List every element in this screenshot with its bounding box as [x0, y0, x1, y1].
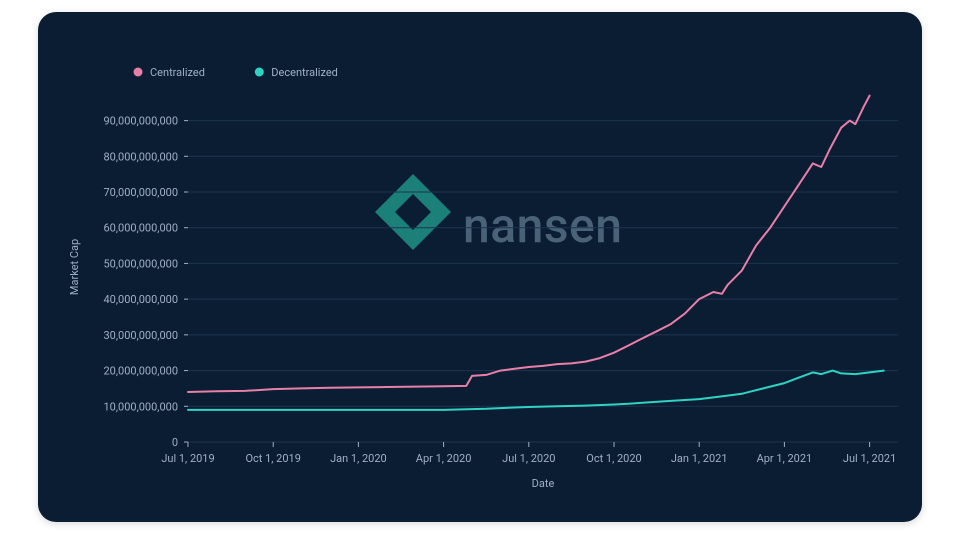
y-tick-label: 80,000,000,000	[104, 150, 179, 163]
legend-marker-icon	[255, 68, 264, 77]
y-tick-label: 40,000,000,000	[104, 293, 179, 306]
legend-label: Decentralized	[271, 66, 338, 79]
x-tick-label: Jan 1, 2021	[671, 452, 728, 465]
chart-plot: nansen 0 10,000,000,000 20,000,000,000 30,00…	[38, 12, 922, 522]
x-tick-label: Jul 1, 2021	[843, 452, 896, 465]
watermark-text: nansen	[463, 197, 622, 254]
y-tick-label: 10,000,000,000	[104, 400, 179, 413]
y-tick-label: 0	[172, 436, 178, 449]
x-tick-label: Jul 1, 2019	[161, 452, 214, 465]
x-axis-label: Date	[532, 477, 555, 490]
x-tick-label: Oct 1, 2019	[245, 452, 300, 465]
y-tick-label: 20,000,000,000	[104, 365, 179, 378]
y-tick-label: 90,000,000,000	[104, 115, 179, 128]
x-tick-label: Jan 1, 2020	[330, 452, 387, 465]
chart-card: nansen 0 10,000,000,000 20,000,000,000 30,00…	[38, 12, 922, 522]
chart-svg: nansen 0 10,000,000,000 20,000,000,000 30,00…	[38, 12, 922, 522]
x-tick-label: Oct 1, 2020	[586, 452, 641, 465]
y-tick-label: 60,000,000,000	[104, 222, 179, 235]
y-tick-label: 50,000,000,000	[104, 257, 179, 270]
x-tick-label: Apr 1, 2020	[416, 452, 472, 465]
y-tick-label: 70,000,000,000	[104, 186, 179, 199]
x-tick-label: Jul 1, 2020	[502, 452, 555, 465]
y-tick-label: 30,000,000,000	[104, 329, 179, 342]
legend-marker-icon	[134, 68, 143, 77]
legend-label: Centralized	[150, 66, 205, 79]
x-tick-label: Apr 1, 2021	[757, 452, 813, 465]
y-axis-label: Market Cap	[68, 239, 81, 295]
